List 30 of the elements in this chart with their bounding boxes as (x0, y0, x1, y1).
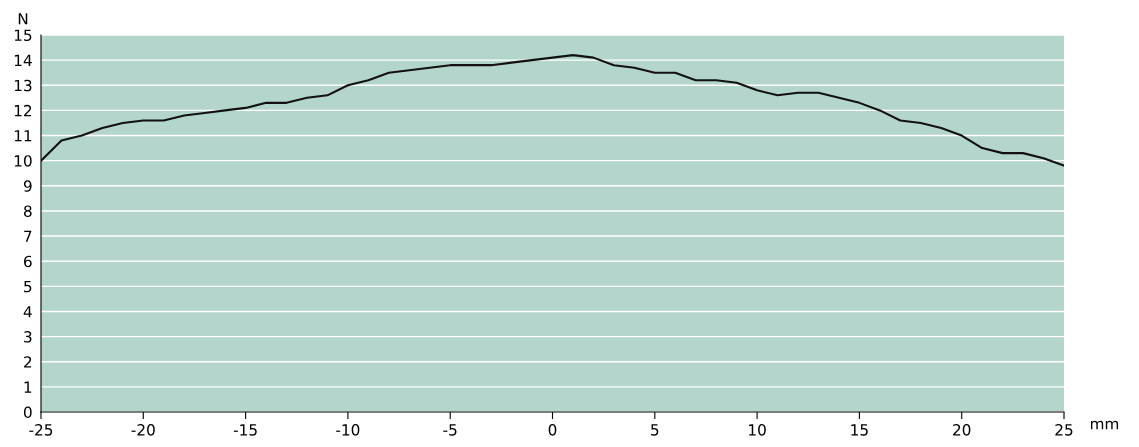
x-tick-label: -15 (233, 424, 257, 436)
x-tick-label: 20 (953, 424, 971, 436)
x-tick-label: 0 (548, 424, 557, 436)
y-tick-label: 6 (24, 255, 32, 268)
x-tick-label: 5 (651, 424, 659, 436)
y-tick-label: 3 (24, 331, 32, 343)
y-tick-label: 14 (14, 54, 32, 66)
x-tick-label: 10 (749, 424, 766, 436)
y-tick-label: 12 (14, 104, 32, 117)
y-tick-label: 1 (24, 381, 32, 393)
x-tick-label: 15 (851, 424, 868, 436)
x-tick-label: -10 (336, 424, 360, 436)
y-tick-label: 7 (24, 230, 32, 242)
y-tick-label: 0 (23, 406, 32, 419)
x-tick-label: 25 (1055, 424, 1073, 436)
y-tick-label: 5 (24, 281, 32, 293)
x-tick-label: -20 (131, 424, 155, 436)
y-tick-label: 4 (23, 306, 32, 318)
line-series (41, 54, 1064, 167)
x-axis-title: mm (1090, 420, 1119, 430)
x-tick-label: -5 (443, 424, 457, 436)
y-tick-label: 2 (24, 356, 32, 368)
y-tick-label: 9 (23, 180, 32, 192)
y-axis-title: N (18, 13, 28, 25)
y-tick-label: 8 (23, 205, 32, 217)
y-tick-label: 15 (14, 29, 32, 42)
y-tick-label: 13 (14, 79, 32, 92)
x-tick-label: -25 (29, 424, 53, 436)
y-tick-label: 10 (14, 155, 32, 167)
y-tick-label: 11 (14, 130, 32, 142)
